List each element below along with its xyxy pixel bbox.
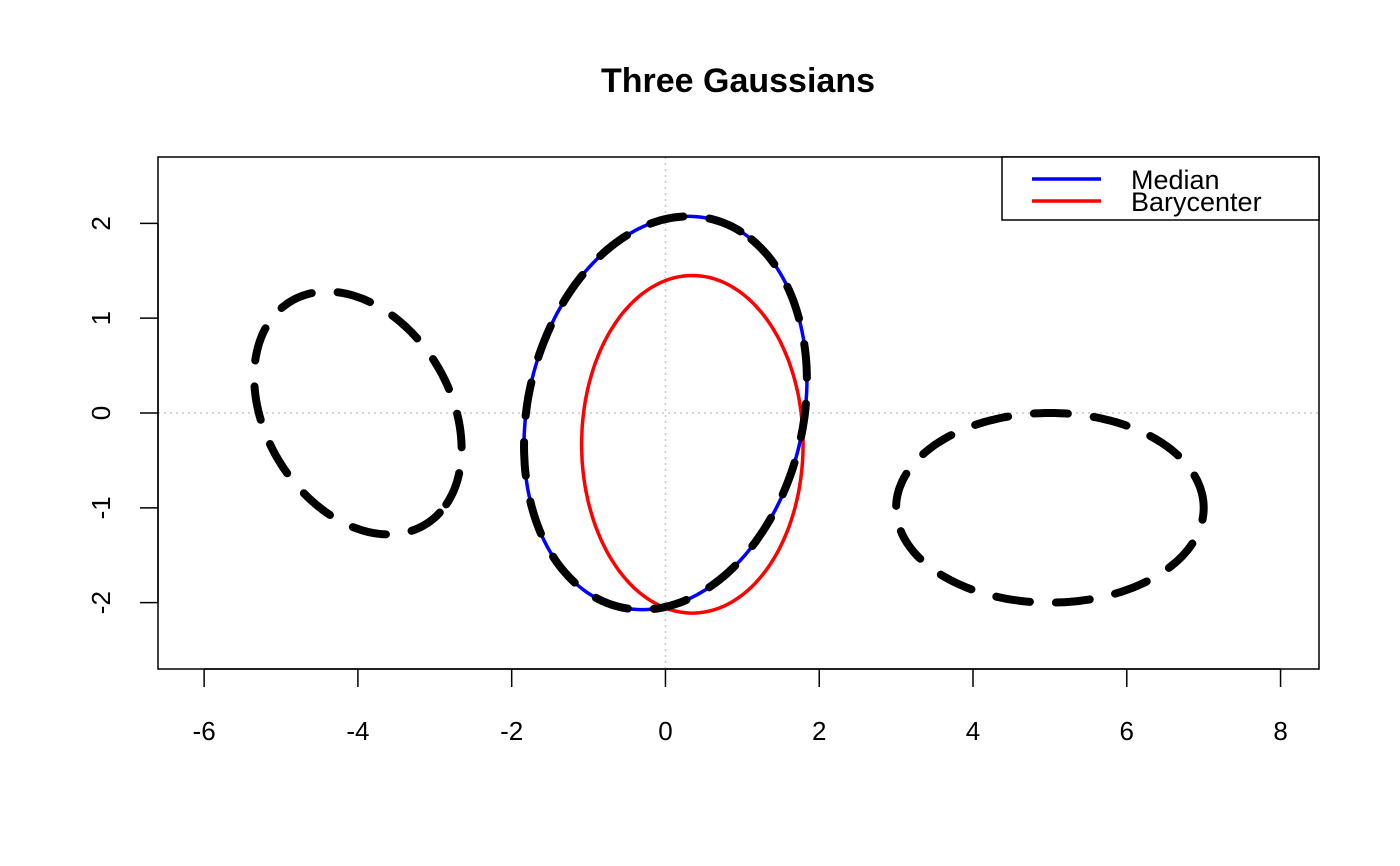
legend-label-barycenter: Barycenter [1131, 187, 1262, 217]
y-tick-label: -2 [86, 591, 116, 614]
y-tick-label: 2 [86, 216, 116, 230]
ellipse-input-1 [520, 212, 811, 614]
y-tick-label: 0 [86, 406, 116, 420]
ellipse-input-2 [892, 409, 1208, 607]
x-axis: -6 -4 -2 0 2 4 6 8 [193, 668, 1288, 746]
x-tick-label: 4 [966, 716, 980, 746]
x-tick-label: -2 [500, 716, 523, 746]
reference-lines [158, 157, 1319, 669]
x-tick-label: 2 [812, 716, 826, 746]
x-tick-label: -6 [193, 716, 216, 746]
chart-title: Three Gaussians [601, 62, 875, 100]
ellipse-barycenter [579, 273, 805, 615]
ellipses [250, 212, 1208, 615]
x-tick-label: 0 [658, 716, 672, 746]
y-tick-label: -1 [86, 496, 116, 519]
x-tick-label: 8 [1273, 716, 1287, 746]
ellipse-input-0 [250, 287, 466, 539]
x-tick-label: 6 [1120, 716, 1134, 746]
y-axis: -2 -1 0 1 2 [86, 216, 159, 614]
legend-box [1001, 156, 1320, 221]
legend-label-median: Median [1131, 165, 1220, 195]
x-tick-label: -4 [346, 716, 369, 746]
y-tick-label: 1 [86, 311, 116, 325]
legend: Median Barycenter [1001, 156, 1320, 221]
